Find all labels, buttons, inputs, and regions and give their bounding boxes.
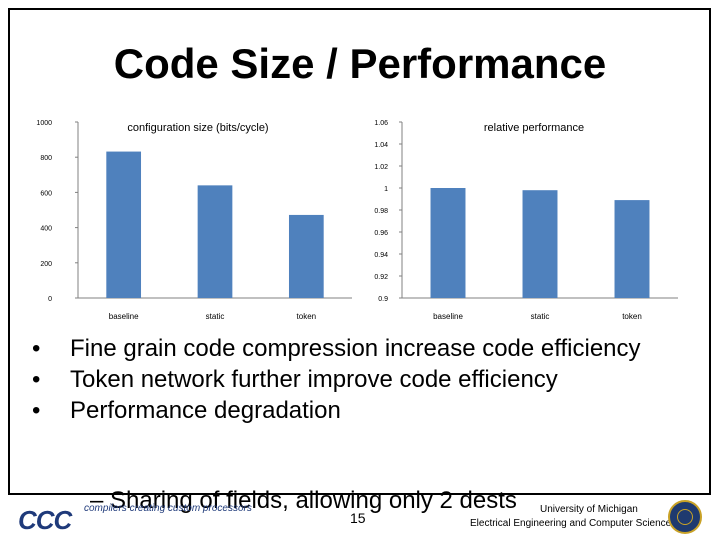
y-tick-label: 1.02	[374, 164, 388, 171]
x-tick-label: static	[531, 312, 550, 321]
seal-ring	[677, 509, 693, 525]
bullet-item: • Fine grain code compression increase c…	[30, 335, 690, 362]
y-tick-label: 1	[384, 186, 388, 193]
x-tick-label: baseline	[109, 312, 139, 321]
y-tick-label: 0.94	[374, 252, 388, 259]
y-tick-label: 800	[40, 155, 52, 162]
slide-frame	[8, 8, 711, 495]
bar-baseline	[430, 188, 466, 298]
bar-token	[614, 200, 650, 298]
bullet-list: • Fine grain code compression increase c…	[30, 335, 690, 428]
logo-tagline: compilers creating custom processors	[84, 503, 252, 514]
y-tick-label: 0.92	[374, 274, 388, 281]
bullet-item: • Token network further improve code eff…	[30, 366, 690, 393]
bullet-dot: •	[32, 397, 41, 424]
y-tick-label: 0.9	[378, 296, 388, 303]
chart-relative-performance: relative performance 0.9 0.92 0.94 0.96 0.98 1…	[374, 120, 678, 321]
y-tick-label: 0	[48, 296, 52, 303]
y-tick-label: 0.98	[374, 208, 388, 215]
bullet-text: Performance degradation	[70, 397, 341, 424]
y-tick-label: 0.96	[374, 230, 388, 237]
bullet-text: Fine grain code compression increase cod…	[70, 335, 641, 362]
department-name: Electrical Engineering and Computer Scie…	[470, 518, 672, 529]
ccc-logo: CCC	[18, 505, 72, 535]
chart-config-size: configuration size (bits/cycle) 0 200 400 60…	[36, 120, 352, 321]
y-tick-label: 600	[40, 190, 52, 197]
bullet-dot: •	[32, 335, 41, 362]
page-number: 15	[350, 510, 366, 526]
x-tick-label: token	[297, 312, 317, 321]
sub-bullet: – Sharing of fields, allowing only 2 des…	[90, 487, 517, 514]
y-tick-label: 400	[40, 226, 52, 233]
y-tick-label: 1.04	[374, 142, 388, 149]
y-tick-label: 1000	[36, 120, 52, 127]
y-tick-label: 1.06	[374, 120, 388, 127]
bullet-dot: •	[32, 366, 41, 393]
university-name: University of Michigan	[540, 504, 638, 515]
x-tick-label: baseline	[433, 312, 463, 321]
bullet-item: • Performance degradation	[30, 397, 690, 424]
bar-static	[522, 190, 558, 298]
bar-static	[197, 185, 233, 298]
university-seal-icon	[668, 500, 702, 534]
y-tick-label: 200	[40, 261, 52, 268]
chart-title: configuration size (bits/cycle)	[127, 122, 268, 134]
slide-title: Code Size / Performance	[113, 40, 607, 87]
bar-token	[288, 214, 324, 298]
chart-title: relative performance	[484, 122, 584, 134]
bullet-text: Token network further improve code effic…	[70, 366, 558, 393]
x-tick-label: token	[622, 312, 642, 321]
x-tick-label: static	[206, 312, 225, 321]
bar-baseline	[106, 151, 142, 298]
